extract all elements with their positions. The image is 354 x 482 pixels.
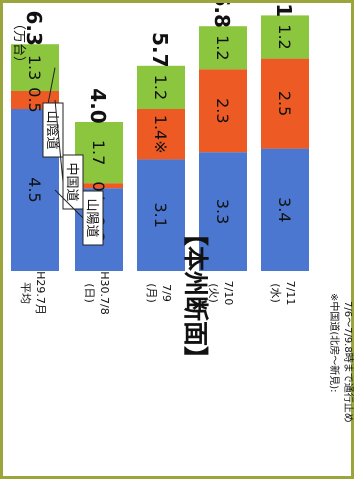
total-label-3: 6.8 (210, 3, 234, 28)
category-sub-label-3: (火) (207, 283, 220, 303)
category-sub-label-1: (日) (83, 283, 96, 303)
bar-中国道-2 (137, 109, 185, 160)
legend-label-山陰道: 山陰道 (44, 110, 59, 149)
bar-山陰道-1 (75, 122, 123, 184)
category-label-1: H30.7/8 (98, 271, 111, 314)
labels-layer: 4.50.51.36.3H29.7月平均2.30※1.74.0H30.7/8(日… (19, 3, 297, 315)
value-label-中国道-0: 0.5 (25, 87, 44, 112)
note-line-2: 7/6～7/9.8時まで通行止め (342, 301, 354, 423)
note-line-1: ※中国道(北房～新見): (328, 293, 341, 393)
callout-box-山陰道 (42, 102, 64, 158)
category-label-4: 7/11 (284, 281, 297, 306)
bar-山陰道-4 (261, 15, 309, 59)
value-label-山陰道-4: 1.2 (275, 24, 294, 49)
category-label-2: 7/9 (160, 284, 173, 302)
category-label-0: H29.7月 (34, 271, 47, 315)
value-label-中国道-4: 2.5 (275, 91, 294, 116)
stacked-bar-chart: 4.50.51.36.3H29.7月平均2.30※1.74.0H30.7/8(日… (11, 3, 354, 423)
total-label-2: 5.7 (148, 32, 172, 67)
value-label-山陽道-4: 3.4 (275, 197, 294, 222)
value-label-山陽道-0: 4.5 (25, 177, 44, 202)
total-label-1: 4.0 (86, 88, 110, 123)
bar-中国道-3 (199, 69, 247, 153)
total-label-0: 6.3 (22, 10, 46, 45)
callout-box-山陽道 (82, 190, 104, 246)
bar-山陽道-3 (199, 152, 247, 271)
callout-box-中国道 (62, 154, 84, 210)
value-label-山陽道-3: 3.3 (213, 199, 232, 224)
value-label-山陰道-1: 1.7 (89, 140, 108, 165)
bar-山陰道-3 (199, 26, 247, 70)
category-label-3: 7/10 (222, 281, 235, 306)
legend-label-中国道: 中国道 (64, 162, 79, 201)
bar-山陽道-2 (137, 159, 185, 271)
value-label-中国道-2: 1.4※ (151, 115, 170, 154)
bar-山陰道-0 (11, 44, 59, 91)
bar-山陽道-4 (261, 148, 309, 272)
bar-中国道-1 (75, 183, 123, 189)
value-label-山陰道-2: 1.2 (151, 75, 170, 100)
value-label-山陰道-0: 1.3 (25, 55, 44, 80)
value-label-山陰道-3: 1.2 (213, 35, 232, 60)
value-label-山陽道-2: 3.1 (151, 202, 170, 227)
callout-line-中国道 (54, 99, 64, 183)
unit-label: （万台） (11, 17, 26, 69)
category-sub-label-0: 平均 (19, 282, 32, 304)
value-label-中国道-3: 2.3 (213, 98, 232, 123)
category-sub-label-4: (水) (269, 283, 282, 303)
legend-label-山陽道: 山陽道 (84, 198, 99, 237)
bar-中国道-4 (261, 58, 309, 149)
total-label-4: 7.1 (272, 3, 296, 17)
callout-line-山陽道 (54, 189, 84, 219)
category-sub-label-2: (月) (145, 283, 158, 303)
chart-title: 【本州断面】 (181, 221, 210, 371)
bar-山陰道-2 (137, 65, 185, 109)
